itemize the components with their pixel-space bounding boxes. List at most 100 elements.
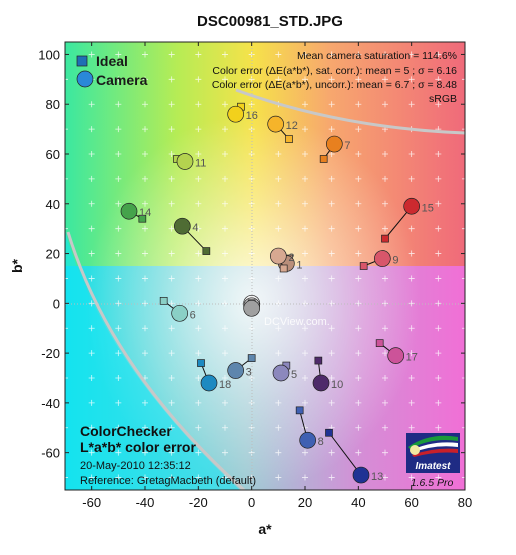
y-tick-label: 60 — [46, 147, 60, 162]
grid-cross — [222, 175, 228, 182]
y-tick-label: -60 — [41, 446, 60, 461]
grid-cross — [382, 375, 388, 381]
grid-cross — [195, 449, 202, 456]
grid-cross — [382, 76, 388, 83]
grid-cross — [408, 325, 415, 332]
grid-cross — [382, 151, 388, 157]
camera-marker — [272, 364, 290, 382]
grid-cross — [65, 424, 68, 431]
grid-cross — [168, 250, 175, 257]
x-tick-label: 40 — [351, 495, 365, 510]
patch-18: 18 — [197, 359, 231, 392]
grid-cross — [382, 225, 388, 232]
grid-cross — [65, 76, 68, 83]
grid-cross — [222, 300, 228, 307]
grid-cross — [168, 300, 175, 307]
grid-cross — [275, 300, 282, 307]
info-block: ColorChecker L*a*b* color error 20-May-2… — [80, 423, 256, 487]
grid-cross — [195, 375, 202, 381]
grid-cross — [382, 275, 388, 282]
patch-label: 7 — [344, 140, 350, 152]
y-tick-label: 40 — [46, 197, 60, 212]
patch-label: 11 — [195, 157, 206, 169]
grid-cross — [382, 474, 388, 481]
grid-cross — [142, 250, 148, 257]
grid-cross — [115, 375, 122, 381]
camera-marker — [299, 431, 317, 449]
info-date: 20-May-2010 12:35:12 — [80, 460, 191, 472]
x-axis-label: a* — [258, 521, 272, 537]
y-axis-label: b* — [9, 258, 25, 273]
chart-title: DSC00981_STD.JPG — [197, 13, 343, 30]
grid-cross — [408, 151, 415, 157]
grid-cross — [65, 225, 68, 232]
patch-11: 11 — [173, 153, 206, 170]
ideal-marker — [314, 356, 323, 365]
grid-cross — [382, 51, 388, 58]
grid-cross — [222, 350, 228, 357]
grid-cross — [382, 200, 388, 207]
stats-box: Mean camera saturation = 114.6% Color er… — [212, 50, 457, 105]
grid-cross — [462, 76, 465, 83]
grid-cross — [222, 76, 228, 83]
patch-4: 4 — [173, 217, 211, 255]
grid-cross — [222, 399, 228, 406]
grid-cross — [355, 325, 362, 332]
ideal-marker — [381, 234, 389, 243]
ideal-marker — [319, 155, 328, 163]
grid-cross — [408, 225, 415, 232]
grid-cross — [168, 399, 175, 406]
y-tick-label: 100 — [38, 47, 60, 62]
grid-cross — [142, 101, 148, 108]
grid-cross — [275, 474, 282, 481]
grid-cross — [168, 375, 175, 381]
grid-cross — [355, 175, 362, 182]
grid-cross — [435, 101, 442, 108]
grid-cross — [222, 474, 228, 481]
camera-marker — [176, 153, 194, 170]
grid-cross — [142, 76, 148, 83]
grid-cross — [462, 225, 465, 232]
patch-neutral — [243, 299, 261, 317]
grid-cross — [355, 275, 362, 282]
grid-cross — [328, 225, 335, 232]
grid-cross — [142, 449, 148, 456]
ideal-marker — [359, 262, 368, 270]
grid-cross — [302, 350, 308, 357]
grid-cross — [142, 474, 148, 481]
grid-cross — [168, 151, 175, 157]
grid-cross — [275, 151, 282, 157]
grid-cross — [222, 101, 228, 108]
camera-marker — [269, 247, 287, 265]
grid-cross — [195, 225, 202, 232]
grid-cross — [115, 250, 122, 257]
camera-marker — [373, 250, 391, 267]
grid-cross — [115, 200, 122, 207]
grid-cross — [355, 250, 362, 257]
grid-cross — [195, 275, 202, 282]
camera-marker — [312, 374, 330, 392]
y-tick-label: 0 — [53, 296, 60, 311]
patch-6: 6 — [159, 296, 196, 322]
grid-cross — [115, 449, 122, 456]
grid-cross — [275, 200, 282, 207]
grid-cross — [355, 375, 362, 381]
y-tick-label: 20 — [46, 247, 60, 262]
grid-cross — [408, 76, 415, 83]
grid-cross — [302, 325, 308, 332]
grid-cross — [65, 126, 68, 133]
grid-cross — [382, 175, 388, 182]
grid-cross — [275, 350, 282, 357]
ideal-marker — [138, 214, 147, 223]
grid-cross — [65, 325, 68, 332]
x-axis: -60 -40 -20 0 20 40 60 80 — [82, 42, 472, 510]
grid-cross — [88, 375, 95, 381]
legend: Ideal Camera — [76, 53, 148, 88]
grid-cross — [222, 275, 228, 282]
grid-cross — [168, 474, 175, 481]
grid-cross — [435, 474, 442, 481]
grid-cross — [142, 350, 148, 357]
camera-marker — [173, 217, 191, 235]
info-subtitle: L*a*b* color error — [80, 439, 196, 455]
patch-label: 8 — [318, 436, 324, 448]
